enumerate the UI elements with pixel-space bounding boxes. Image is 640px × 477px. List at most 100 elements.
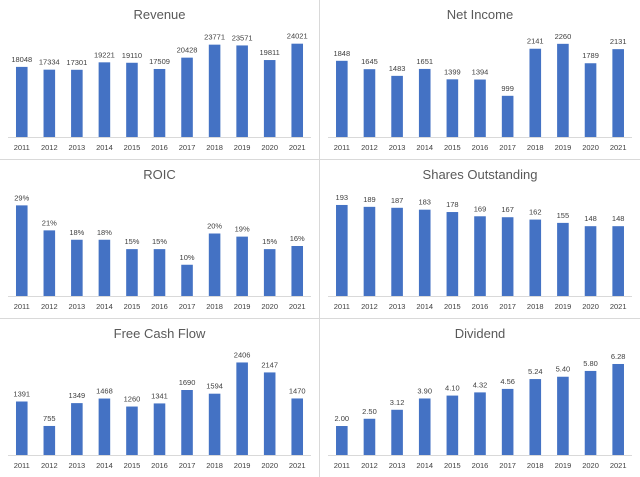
bar-2016 (153, 249, 166, 296)
chart-svg: Dividend 2.00 2011 2.50 2012 3.12 2013 3.90 2014… (328, 326, 632, 470)
x-tick-label-2021: 2021 (610, 302, 627, 311)
data-label-2017: 20428 (177, 46, 198, 55)
data-label-2019: 155 (557, 211, 570, 220)
bar-2019 (236, 236, 248, 296)
bar-2012 (363, 206, 376, 296)
x-tick-label-2015: 2015 (444, 143, 461, 152)
data-label-2020: 1789 (582, 51, 599, 60)
bar-2014 (98, 62, 111, 137)
bar-2015 (446, 212, 459, 296)
data-label-2021: 24021 (287, 32, 308, 41)
data-label-2017: 167 (501, 205, 514, 214)
x-tick-label-2011: 2011 (14, 302, 30, 311)
x-tick-label-2020: 2020 (582, 143, 599, 152)
chart-panel-shares-outstanding: Shares Outstanding 193 2011 189 2012 187 2013 1… (320, 160, 640, 318)
data-label-2015: 1399 (444, 67, 461, 76)
chart-panel-net-income: Net Income 1848 2011 1645 2012 1483 2013 1651 20… (320, 0, 640, 159)
bar-2017 (501, 217, 514, 296)
data-label-2012: 189 (363, 195, 376, 204)
data-label-2014: 183 (418, 198, 431, 207)
data-label-2021: 148 (612, 214, 625, 223)
x-tick-label-2011: 2011 (14, 461, 30, 470)
bar-2017 (181, 390, 193, 455)
bar-2013 (71, 403, 83, 455)
x-tick-label-2015: 2015 (444, 302, 461, 311)
data-label-2012: 1645 (361, 57, 378, 66)
x-tick-label-2019: 2019 (555, 461, 572, 470)
bar-2011 (15, 401, 28, 455)
x-tick-label-2012: 2012 (361, 143, 378, 152)
data-label-2020: 19811 (260, 48, 280, 57)
x-tick-label-2015: 2015 (444, 461, 461, 470)
bar-2018 (208, 233, 221, 296)
bar-2014 (418, 68, 431, 137)
x-tick-label-2013: 2013 (69, 461, 86, 470)
chart-svg: Free Cash Flow 1391 2011 755 2012 1349 2013 146… (8, 326, 311, 470)
vertical-divider (319, 0, 320, 477)
x-tick-label-2012: 2012 (361, 302, 378, 311)
data-label-2011: 193 (336, 193, 349, 202)
data-label-2015: 19110 (122, 51, 142, 60)
data-label-2012: 17334 (39, 58, 60, 67)
bar-2020 (263, 60, 276, 137)
chart-svg: ROIC 29% 2011 21% 2012 18% 2013 18% 2014 15% 2015 1… (8, 167, 311, 311)
bar-2015 (126, 406, 138, 455)
x-tick-label-2014: 2014 (96, 461, 113, 470)
x-tick-label-2015: 2015 (124, 461, 141, 470)
data-label-2020: 2147 (261, 360, 278, 369)
x-tick-label-2020: 2020 (261, 461, 278, 470)
bar-2021 (612, 49, 624, 137)
x-tick-label-2013: 2013 (69, 143, 86, 152)
chart-panel-revenue: Revenue 18048 2011 17334 2012 17301 2013 19221 2… (0, 0, 319, 159)
data-label-2015: 178 (446, 200, 459, 209)
data-label-2018: 23771 (204, 33, 225, 42)
data-label-2018: 2141 (527, 37, 544, 46)
data-label-2017: 10% (180, 253, 195, 262)
bar-2019 (236, 45, 248, 137)
bar-2012 (363, 418, 376, 455)
x-tick-label-2011: 2011 (334, 461, 350, 470)
chart-title: ROIC (143, 167, 176, 182)
bar-2017 (181, 57, 193, 137)
bar-2013 (391, 207, 403, 296)
x-tick-label-2016: 2016 (472, 143, 489, 152)
data-label-2011: 1391 (13, 390, 30, 399)
data-label-2018: 1594 (206, 382, 223, 391)
data-label-2014: 1651 (416, 57, 433, 66)
bar-2020 (584, 370, 597, 455)
x-tick-label-2012: 2012 (41, 302, 58, 311)
bar-2016 (474, 392, 486, 455)
bar-2018 (529, 379, 542, 455)
x-tick-label-2019: 2019 (555, 143, 572, 152)
x-tick-label-2013: 2013 (389, 461, 406, 470)
bar-2014 (418, 209, 431, 296)
x-tick-label-2018: 2018 (206, 461, 223, 470)
data-label-2013: 18% (69, 228, 84, 237)
x-tick-label-2018: 2018 (206, 143, 223, 152)
x-tick-label-2016: 2016 (472, 302, 489, 311)
chart-panel-dividend: Dividend 2.00 2011 2.50 2012 3.12 2013 3.90 2014… (320, 319, 640, 477)
bar-2017 (501, 388, 514, 455)
data-label-2017: 4.56 (500, 377, 515, 386)
x-tick-label-2012: 2012 (41, 143, 58, 152)
data-label-2013: 17301 (66, 58, 87, 67)
chart-panel-free-cash-flow: Free Cash Flow 1391 2011 755 2012 1349 2013 146… (0, 319, 319, 477)
chart-title: Dividend (455, 326, 506, 341)
bar-2013 (71, 239, 83, 296)
data-label-2011: 29% (14, 193, 29, 202)
x-tick-label-2016: 2016 (151, 143, 168, 152)
chart-title: Free Cash Flow (114, 326, 206, 341)
bar-2020 (584, 226, 597, 296)
x-tick-label-2013: 2013 (69, 302, 86, 311)
x-tick-label-2020: 2020 (582, 461, 599, 470)
bar-2019 (557, 43, 569, 137)
bar-2012 (363, 69, 376, 137)
bar-2016 (474, 79, 486, 137)
bar-2018 (529, 219, 542, 296)
chart-title: Shares Outstanding (423, 167, 538, 182)
bar-2018 (208, 44, 221, 137)
bar-2020 (263, 372, 276, 455)
bar-2013 (71, 69, 83, 137)
bar-2013 (391, 75, 403, 137)
